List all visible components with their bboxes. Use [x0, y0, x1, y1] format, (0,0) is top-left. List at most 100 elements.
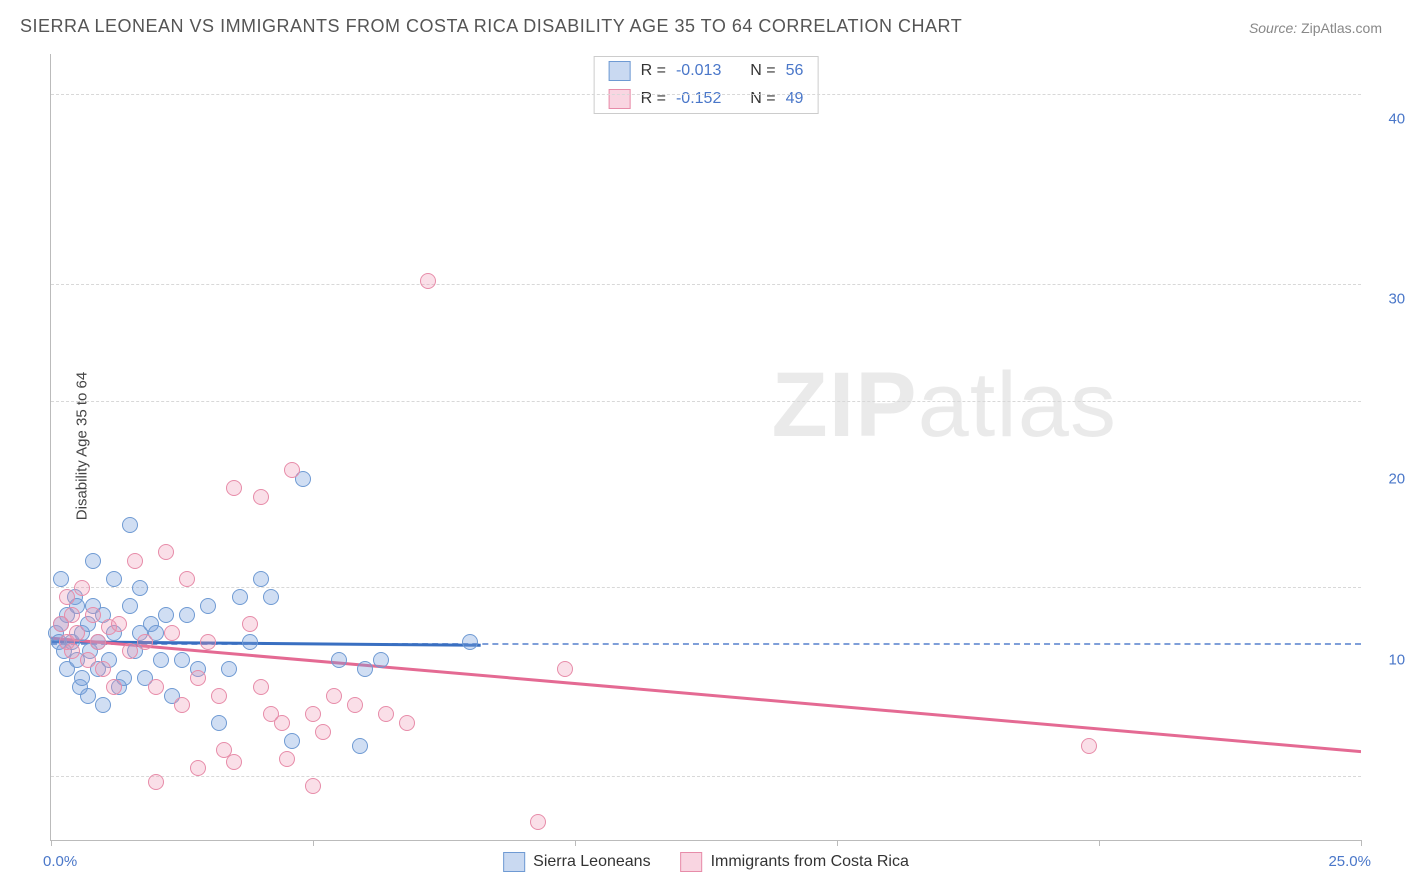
scatter-point	[347, 697, 363, 713]
x-tick-mark	[313, 840, 314, 846]
scatter-point	[174, 652, 190, 668]
scatter-point	[148, 679, 164, 695]
scatter-point	[226, 480, 242, 496]
scatter-point	[80, 652, 96, 668]
scatter-point	[106, 571, 122, 587]
scatter-point	[200, 634, 216, 650]
x-tick-mark	[1361, 840, 1362, 846]
scatter-point	[279, 751, 295, 767]
watermark-bold: ZIP	[772, 354, 918, 456]
scatter-point	[200, 598, 216, 614]
stats-row-2: R = -0.152 N = 49	[595, 85, 818, 113]
x-tick-mark	[837, 840, 838, 846]
scatter-point	[85, 553, 101, 569]
scatter-point	[122, 598, 138, 614]
scatter-point	[132, 580, 148, 596]
scatter-point	[64, 607, 80, 623]
scatter-point	[242, 634, 258, 650]
scatter-point	[420, 273, 436, 289]
chart-title: SIERRA LEONEAN VS IMMIGRANTS FROM COSTA …	[20, 16, 962, 37]
scatter-point	[253, 571, 269, 587]
scatter-plot: ZIPatlas R = -0.013 N = 56 R = -0.152 N …	[50, 54, 1361, 841]
scatter-point	[274, 715, 290, 731]
scatter-point	[373, 652, 389, 668]
legend-label-1: Sierra Leoneans	[533, 853, 650, 871]
scatter-point	[305, 778, 321, 794]
scatter-point	[85, 607, 101, 623]
scatter-point	[284, 462, 300, 478]
source-value: ZipAtlas.com	[1301, 20, 1382, 36]
scatter-point	[148, 774, 164, 790]
scatter-point	[158, 544, 174, 560]
scatter-point	[174, 697, 190, 713]
swatch-blue-icon	[503, 852, 525, 872]
scatter-point	[221, 661, 237, 677]
source-attribution: Source: ZipAtlas.com	[1249, 20, 1382, 36]
grid-line	[51, 401, 1361, 402]
y-tick-label: 30.0%	[1371, 291, 1406, 308]
scatter-point	[352, 738, 368, 754]
scatter-point	[399, 715, 415, 731]
n-label: N =	[750, 90, 775, 108]
swatch-pink-icon	[681, 852, 703, 872]
trend-overlay	[51, 54, 1361, 840]
trend-line	[51, 638, 1361, 752]
x-tick-mark	[51, 840, 52, 846]
x-tick-mark	[575, 840, 576, 846]
scatter-point	[90, 634, 106, 650]
scatter-point	[106, 679, 122, 695]
scatter-point	[122, 517, 138, 533]
stats-row-1: R = -0.013 N = 56	[595, 57, 818, 85]
scatter-point	[211, 715, 227, 731]
scatter-point	[357, 661, 373, 677]
swatch-blue-icon	[609, 61, 631, 81]
scatter-point	[69, 625, 85, 641]
scatter-point	[179, 571, 195, 587]
scatter-point	[557, 661, 573, 677]
scatter-point	[211, 688, 227, 704]
bottom-legend: Sierra Leoneans Immigrants from Costa Ri…	[503, 852, 909, 872]
scatter-point	[232, 589, 248, 605]
scatter-point	[263, 589, 279, 605]
watermark: ZIPatlas	[772, 353, 1117, 458]
scatter-point	[226, 754, 242, 770]
scatter-point	[153, 652, 169, 668]
scatter-point	[127, 553, 143, 569]
legend-label-2: Immigrants from Costa Rica	[711, 853, 909, 871]
scatter-point	[164, 625, 180, 641]
scatter-point	[95, 697, 111, 713]
stats-legend-box: R = -0.013 N = 56 R = -0.152 N = 49	[594, 56, 819, 114]
y-tick-label: 20.0%	[1371, 471, 1406, 488]
legend-item-1: Sierra Leoneans	[503, 852, 650, 872]
scatter-point	[179, 607, 195, 623]
grid-line	[51, 284, 1361, 285]
scatter-point	[315, 724, 331, 740]
y-tick-label: 40.0%	[1371, 110, 1406, 127]
scatter-point	[137, 634, 153, 650]
scatter-point	[80, 688, 96, 704]
scatter-point	[284, 733, 300, 749]
scatter-point	[253, 489, 269, 505]
scatter-point	[74, 670, 90, 686]
grid-line	[51, 776, 1361, 777]
scatter-point	[253, 679, 269, 695]
legend-item-2: Immigrants from Costa Rica	[681, 852, 909, 872]
x-tick-mark	[1099, 840, 1100, 846]
r-label: R =	[641, 90, 666, 108]
x-tick-25: 25.0%	[1328, 853, 1371, 870]
scatter-point	[242, 616, 258, 632]
r-value-2: -0.152	[676, 90, 721, 108]
x-tick-0: 0.0%	[43, 853, 77, 870]
scatter-point	[111, 616, 127, 632]
scatter-point	[190, 760, 206, 776]
n-value-1: 56	[786, 62, 804, 80]
grid-line	[51, 94, 1361, 95]
n-label: N =	[750, 62, 775, 80]
scatter-point	[331, 652, 347, 668]
scatter-point	[158, 607, 174, 623]
y-tick-label: 10.0%	[1371, 651, 1406, 668]
n-value-2: 49	[786, 90, 804, 108]
watermark-rest: atlas	[918, 354, 1117, 456]
scatter-point	[64, 643, 80, 659]
scatter-point	[74, 580, 90, 596]
